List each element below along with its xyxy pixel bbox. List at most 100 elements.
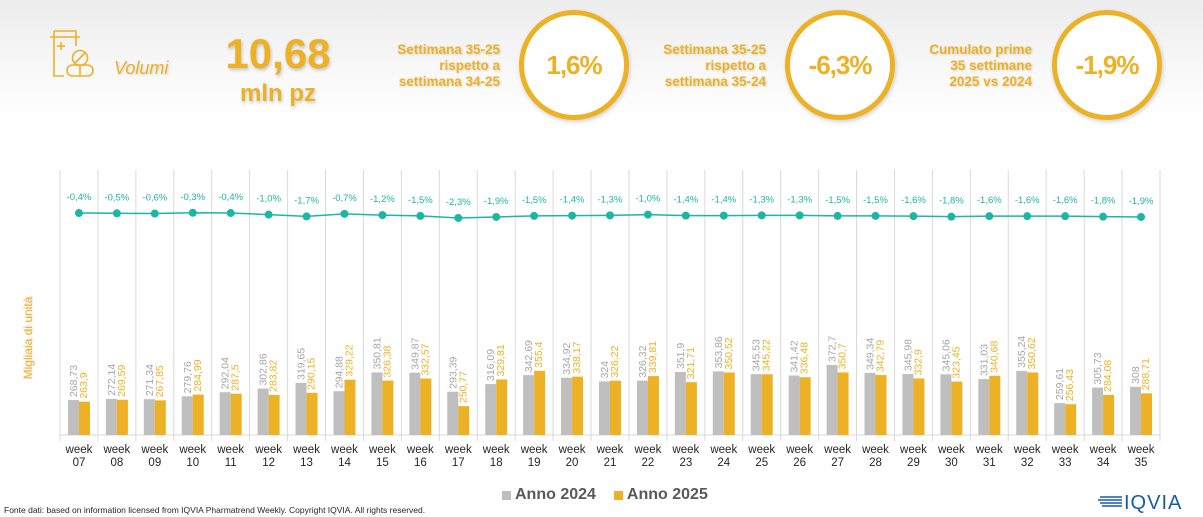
legend-item-2024: Anno 2024 [502,486,596,504]
bar-2025 [685,382,697,435]
x-tick-label: 34 [1097,457,1110,469]
bar-2024 [636,380,648,435]
bar-label-2024: 342,69 [523,340,535,372]
bar-2024 [105,398,117,435]
bar-label-2025: 284,08 [1102,360,1114,392]
bar-label-2025: 284,99 [192,359,204,391]
bar-2025 [458,406,470,435]
kpi-cumulative-value: -1,9% [1052,10,1162,120]
variation-label: -1,4% [560,195,585,206]
variation-point [492,212,501,221]
x-tick-label: week [709,444,737,456]
variation-point [606,211,614,220]
weekly-volume-chart: -0,4%268,73263,9week07-0,5%272,14269,59w… [59,170,1161,469]
legend-label-2024: Anno 2024 [515,486,596,503]
bar-2025 [306,392,318,435]
bar-2024 [219,392,231,435]
variation-label: -1,7% [294,195,319,206]
bar-2025 [610,380,621,435]
bar-label-2024: 324 [599,361,611,379]
logo-text: IQVIA [1124,492,1182,514]
bar-2024 [902,374,914,435]
variation-point [1099,212,1108,221]
bar-label-2024: 334,92 [561,342,573,374]
bar-2024 [1130,386,1142,435]
bar-2024 [599,381,610,435]
x-tick-label: week [596,444,624,456]
kpi-weekly-value: 1,6% [519,10,629,120]
variation-point [416,211,425,220]
bar-2024 [561,377,573,435]
x-tick-label: week [520,444,548,456]
variation-label: -1,3% [598,194,623,205]
variation-label: -1,2% [370,194,395,205]
bar-label-2025: 267,85 [154,365,166,397]
bar-2024 [1092,387,1104,435]
bar-2025 [1027,372,1039,435]
variation-label: -0,4% [67,192,92,203]
bar-label-2024: 305,73 [1092,352,1104,384]
medicine-bottle-pills-icon [50,30,94,77]
bar-label-2025: 263,9 [78,372,90,398]
bar-label-2024: 259,61 [1054,368,1066,400]
bar-label-2024: 372,7 [827,336,839,362]
bar-2025 [799,377,811,435]
x-tick-label: 18 [490,457,503,469]
bar-2025 [913,378,925,435]
bar-2024 [181,396,193,435]
x-tick-label: 20 [566,457,579,469]
kpi-label-line: Settimana 35-25 [397,42,500,57]
bar-2025 [116,399,128,435]
bar-2025 [837,372,849,435]
variation-point [757,211,766,220]
x-tick-label: 11 [225,457,237,469]
bar-label-2025: 336,48 [799,342,811,374]
variation-point [188,208,197,217]
variation-label: -1,6% [901,195,926,206]
x-tick-label: 17 [452,457,465,469]
kpi-label-line: rispetto a [705,58,766,73]
variation-point [112,209,121,218]
variation-point [1061,212,1070,221]
x-tick-label: week [1051,444,1079,456]
variation-label: -1,3% [749,194,774,205]
x-tick-label: 15 [376,457,389,469]
x-tick-label: 19 [528,457,541,469]
variation-point [909,212,918,221]
bar-2025 [268,394,280,435]
variation-point [795,211,804,220]
x-tick-label: week [785,444,813,456]
bar-label-2025: 283,82 [268,360,280,392]
bar-label-2024: 302,86 [258,353,270,385]
kpi-cumulative-label: Cumulato prime 35 settimane 2025 vs 2024 [882,42,1032,90]
kpi-label-line: settimana 34-25 [398,74,500,89]
bar-2024 [1016,370,1028,435]
x-tick-label: 33 [1059,457,1072,469]
variation-point [226,209,235,218]
bar-2025 [951,381,963,435]
x-tick-label: week [292,444,320,456]
kpi-label-line: 35 settimane [950,58,1032,73]
x-tick-label: 16 [414,457,427,469]
x-tick-label: 29 [907,457,920,469]
variation-label: -1,6% [977,195,1002,206]
bar-label-2025: 355,4 [533,341,545,367]
kpi-label-line: rispetto a [439,58,500,73]
bar-label-2024: 349,87 [409,337,421,369]
bar-label-2025: 288,71 [1140,358,1152,390]
bar-label-2025: 350,62 [1026,337,1038,369]
x-tick-label: week [975,444,1003,456]
bar-label-2024: 292,04 [220,357,232,389]
variation-point [643,210,652,219]
bar-2024 [864,372,876,435]
bar-label-2024: 279,76 [182,361,194,393]
kpi-weekly-label: Settimana 35-25 rispetto a settimana 34-… [350,42,500,90]
x-tick-label: 31 [983,457,996,469]
bar-2025 [989,375,1001,435]
bar-label-2025: 323,45 [950,346,962,378]
bar-2025 [382,380,394,435]
x-tick-label: week [102,444,130,456]
bar-label-2024: 271,34 [144,364,156,396]
x-tick-label: week [482,444,510,456]
chart-legend: Anno 2024 Anno 2025 [502,486,708,504]
